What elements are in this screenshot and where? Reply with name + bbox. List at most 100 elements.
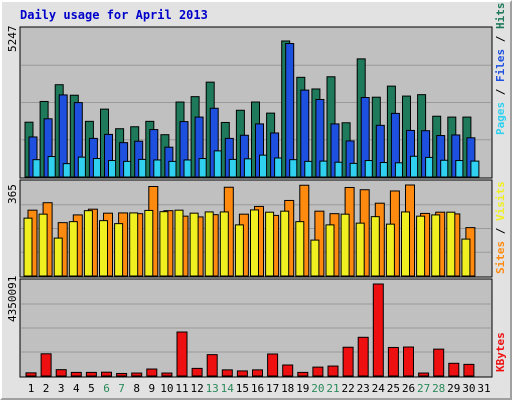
- x-tick-label: 18: [281, 382, 294, 395]
- bar-visits: [129, 212, 139, 277]
- x-tick-label: 19: [296, 382, 309, 395]
- bar-visits: [340, 213, 350, 277]
- bar-kbytes: [161, 372, 173, 377]
- bar-visits: [265, 211, 275, 277]
- bar-visits: [280, 210, 290, 277]
- legend-kbytes: KBytes: [494, 332, 507, 372]
- bar-visits: [250, 209, 259, 277]
- x-tick-label: 31: [477, 382, 490, 395]
- x-tick-label: 14: [221, 382, 235, 395]
- bar-kbytes: [448, 362, 460, 377]
- bar-visits: [355, 222, 365, 277]
- bar-kbytes: [176, 331, 188, 377]
- bar-kbytes: [40, 353, 52, 377]
- bar-kbytes: [403, 346, 414, 377]
- bar-files: [285, 43, 295, 178]
- bar-kbytes: [252, 369, 263, 377]
- bar-kbytes: [372, 283, 384, 377]
- bar-visits: [23, 217, 33, 277]
- bar-visits: [204, 211, 214, 277]
- bar-visits: [38, 213, 48, 277]
- bar-kbytes: [70, 371, 82, 377]
- legend-visits-sites: Sites / Visits: [494, 181, 507, 274]
- legend-sep-1: /: [494, 82, 507, 102]
- x-tick-label: 9: [148, 382, 155, 395]
- bar-visits: [431, 214, 441, 277]
- x-tick-label: 23: [357, 382, 370, 395]
- bar-kbytes: [297, 371, 309, 377]
- legend-files: Files: [494, 49, 507, 82]
- bar-visits: [189, 212, 199, 277]
- bar-visits: [83, 210, 93, 277]
- bars-layer: [23, 40, 480, 377]
- bar-kbytes: [206, 354, 218, 377]
- chart-title: Daily usage for April 2013: [20, 8, 208, 22]
- bar-kbytes: [221, 369, 233, 377]
- x-tick-label: 29: [447, 382, 460, 395]
- x-tick-label: 22: [341, 382, 354, 395]
- bar-visits: [234, 224, 244, 277]
- x-tick-label: 28: [432, 382, 445, 395]
- legend-visits: Visits: [494, 181, 507, 221]
- bar-visits: [461, 238, 471, 277]
- x-tick-label: 4: [73, 382, 80, 395]
- x-tick-label: 24: [372, 382, 386, 395]
- x-tick-label: 2: [43, 382, 50, 395]
- bar-kbytes: [267, 353, 279, 377]
- bar-visits: [401, 211, 410, 277]
- x-tick-label: 30: [462, 382, 475, 395]
- x-tick-label: 7: [118, 382, 125, 395]
- x-tick-label: 10: [160, 382, 173, 395]
- x-tick-label: 1: [28, 382, 35, 395]
- legend-hits-files-pages: Pages / Files / Hits: [494, 3, 507, 136]
- bar-kbytes: [191, 367, 203, 377]
- bar-kbytes: [146, 368, 158, 377]
- x-axis-labels: 1 2 3 4 5 6 7 8 9 10 11 12 13 14 15 16 17 18 19 20 21 22 23 24 2…: [28, 382, 491, 395]
- legend-pages: Pages: [494, 102, 507, 135]
- ymax-label-kbytes: 4350091: [6, 276, 19, 322]
- bar-kbytes: [25, 372, 37, 377]
- bar-kbytes: [101, 371, 112, 377]
- bar-visits: [310, 239, 320, 277]
- x-tick-label: 25: [387, 382, 400, 395]
- bar-visits: [159, 211, 169, 277]
- ymax-label-hits: 5247: [6, 26, 19, 53]
- bar-visits: [144, 209, 154, 277]
- bar-visits: [53, 237, 63, 277]
- bar-visits: [385, 223, 395, 277]
- bar-kbytes: [282, 364, 294, 377]
- bar-visits: [295, 221, 305, 277]
- bar-visits: [68, 221, 78, 277]
- x-tick-label: 13: [206, 382, 219, 395]
- bar-kbytes: [342, 346, 354, 377]
- bar-kbytes: [418, 372, 430, 377]
- bar-visits: [174, 209, 184, 277]
- x-tick-label: 11: [175, 382, 188, 395]
- x-tick-label: 6: [103, 382, 110, 395]
- legend-sep-3: /: [494, 221, 507, 241]
- ymax-label-visits: 365: [6, 184, 19, 204]
- x-tick-label: 27: [417, 382, 430, 395]
- bar-visits: [416, 215, 426, 277]
- bar-visits: [446, 211, 456, 277]
- bar-kbytes: [131, 372, 143, 377]
- x-tick-label: 21: [326, 382, 339, 395]
- x-tick-label: 20: [311, 382, 324, 395]
- bar-visits: [99, 220, 108, 277]
- bar-kbytes: [433, 348, 445, 377]
- bar-visits: [114, 223, 124, 277]
- bar-pages: [470, 160, 480, 178]
- bar-visits: [370, 216, 380, 277]
- x-tick-label: 16: [251, 382, 264, 395]
- bar-kbytes: [387, 346, 399, 377]
- bar-kbytes: [463, 363, 475, 377]
- bar-visits: [219, 211, 229, 277]
- bar-kbytes: [327, 365, 339, 377]
- bar-kbytes: [312, 366, 324, 377]
- legend-hits: Hits: [494, 3, 507, 30]
- bar-visits: [325, 224, 335, 277]
- bar-kbytes: [357, 336, 369, 377]
- x-tick-label: 12: [190, 382, 203, 395]
- bar-kbytes: [55, 369, 67, 377]
